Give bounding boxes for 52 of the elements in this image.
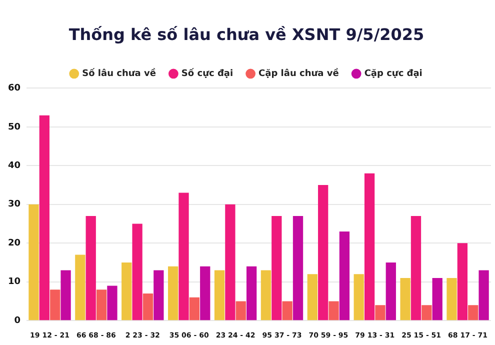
bar: [225, 204, 236, 320]
bar: [364, 173, 375, 320]
bar: [446, 278, 457, 320]
bar: [339, 232, 350, 320]
bar: [132, 224, 142, 320]
y-tick-label: 60: [8, 84, 21, 94]
bar: [410, 216, 422, 320]
bar: [60, 270, 71, 320]
bar: [354, 274, 364, 320]
legend-label: Cặp cực đại: [364, 68, 422, 80]
chart-title: Thống kê số lâu chưa về XSNT 9/5/2025: [68, 24, 424, 44]
bar: [214, 270, 225, 320]
bar: [189, 297, 200, 320]
bar: [107, 286, 118, 320]
bar: [28, 204, 39, 320]
bar: [75, 254, 86, 320]
y-tick-label: 30: [8, 200, 21, 210]
bar: [168, 266, 178, 320]
y-tick-label: 50: [8, 122, 21, 132]
bar: [272, 216, 282, 320]
y-tick-label: 0: [14, 316, 21, 326]
bar: [260, 270, 272, 320]
y-tick-label: 20: [8, 238, 21, 248]
bar: [142, 293, 154, 320]
bar: [122, 262, 132, 320]
bar: [318, 185, 328, 320]
legend-label: Số lâu chưa về: [82, 68, 156, 80]
bar: [86, 216, 96, 320]
bar: [154, 270, 164, 320]
bar: [282, 301, 292, 320]
bar: [178, 192, 189, 320]
bar: [307, 274, 318, 320]
bar: [39, 115, 50, 320]
bar: [292, 216, 304, 320]
legend-label: Số cực đại: [181, 68, 234, 80]
bar: [468, 305, 478, 320]
bar: [432, 278, 442, 320]
legend-label: Cặp lâu chưa về: [258, 68, 339, 80]
bar: [200, 266, 210, 320]
bar: [328, 301, 339, 320]
bar: [236, 301, 246, 320]
bar: [478, 270, 489, 320]
y-tick-label: 10: [8, 277, 21, 288]
bar: [400, 278, 410, 320]
bar: [96, 290, 107, 320]
bar: [386, 262, 396, 320]
bar: [50, 290, 60, 320]
y-tick-label: 40: [8, 161, 21, 172]
bar: [422, 305, 432, 320]
bar: [457, 243, 468, 320]
bar: [375, 305, 386, 320]
bar: [246, 266, 257, 320]
